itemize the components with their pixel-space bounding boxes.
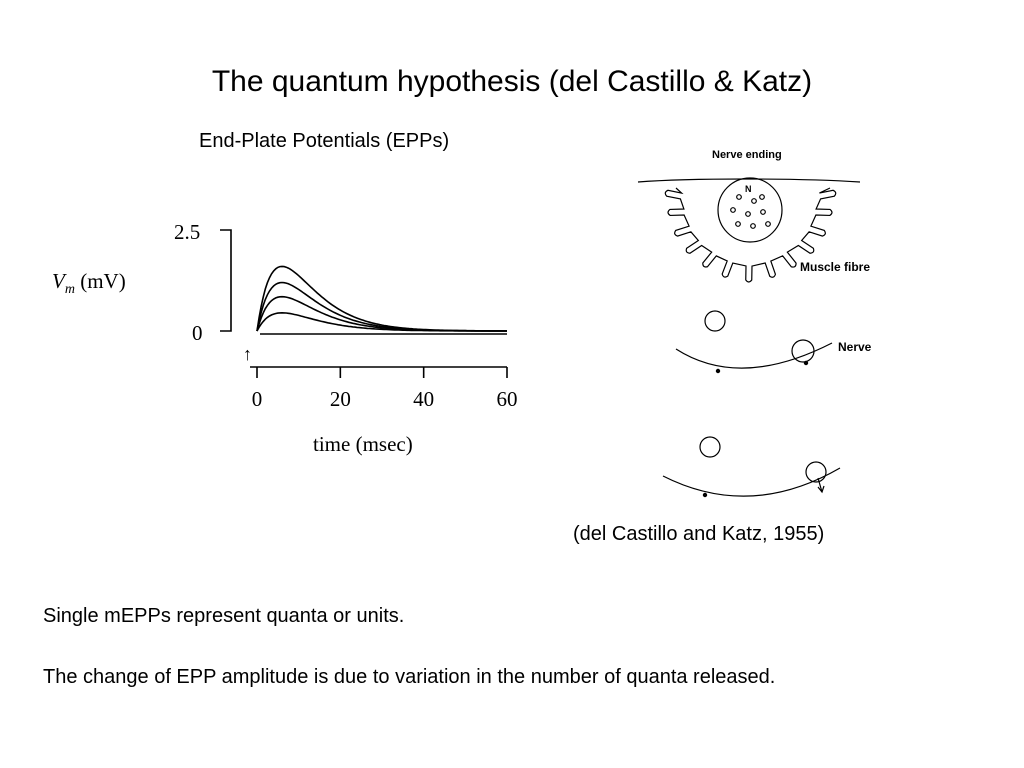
y-axis: [220, 229, 232, 332]
x-ticks: 0 20 40 60: [252, 367, 518, 411]
y-tick-label: 0: [192, 321, 203, 345]
y-axis-label: Vm (mV): [52, 269, 126, 297]
epp-curves: [256, 265, 507, 332]
muscle-fibre-label: Muscle fibre: [800, 260, 870, 274]
y-tick-label: 2.5: [174, 220, 200, 244]
x-tick-label: 0: [252, 387, 263, 411]
stimulus-arrow-icon: ↑: [243, 344, 252, 364]
x-tick-label: 20: [330, 387, 351, 411]
nerve-ending-label: Nerve ending: [712, 149, 782, 161]
junctional-folds: [664, 187, 837, 283]
body-text-line: The change of EPP amplitude is due to va…: [43, 666, 776, 688]
slide-title: The quantum hypothesis (del Castillo & K…: [211, 65, 813, 98]
chart-subtitle: End-Plate Potentials (EPPs): [199, 130, 450, 152]
epp-trace: [256, 311, 507, 332]
vesicle-panel-1: [675, 310, 833, 374]
nerve-terminal: [637, 177, 861, 243]
terminal-letter: N: [745, 184, 752, 194]
nerve-label: Nerve: [838, 340, 872, 354]
vesicle-panel-2: [662, 436, 841, 498]
body-text-line: Single mEPPs represent quanta or units.: [43, 605, 405, 627]
x-tick-label: 60: [497, 387, 518, 411]
x-axis-label: time (msec): [313, 432, 413, 456]
citation: (del Castillo and Katz, 1955): [573, 523, 825, 545]
x-tick-label: 40: [413, 387, 434, 411]
